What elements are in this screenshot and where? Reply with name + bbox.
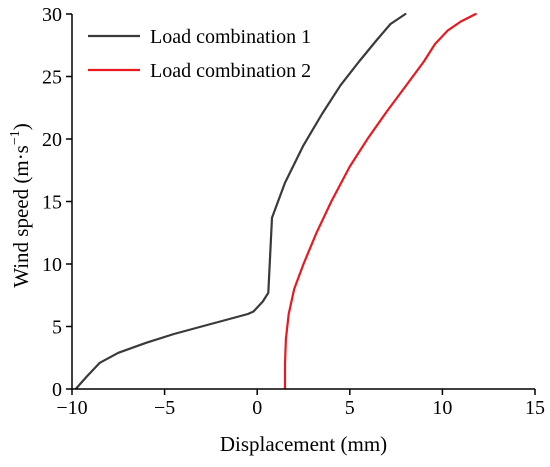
plot-area bbox=[74, 13, 477, 389]
axes: −10 −5 0 5 10 15 0 5 10 15 20 25 30 bbox=[42, 4, 545, 419]
x-axis-title: Displacement (mm) bbox=[220, 432, 387, 456]
y-axis-title: Wind speed (m·s−1) bbox=[8, 123, 33, 288]
series-line-2 bbox=[283, 13, 477, 389]
x-tick-label: −5 bbox=[154, 397, 175, 419]
x-tick-label: 5 bbox=[345, 397, 355, 419]
legend-label-1: Load combination 1 bbox=[150, 26, 311, 48]
y-tick-label: 10 bbox=[42, 254, 62, 276]
y-axis-title-close: ) bbox=[9, 123, 33, 130]
x-tick-label: −10 bbox=[56, 397, 87, 419]
x-tick-label: 10 bbox=[432, 397, 452, 419]
y-tick-label: 0 bbox=[52, 379, 62, 401]
y-axis-title-superscript: −1 bbox=[8, 130, 23, 145]
series-line-1 bbox=[74, 13, 407, 389]
legend: Load combination 1 Load combination 2 bbox=[88, 26, 311, 82]
y-tick-label: 15 bbox=[42, 192, 62, 214]
y-tick-label: 25 bbox=[42, 67, 62, 89]
x-tick-label: 15 bbox=[525, 397, 545, 419]
y-axis-title-main: Wind speed (m·s bbox=[9, 145, 33, 288]
legend-label-2: Load combination 2 bbox=[150, 60, 311, 82]
y-tick-label: 20 bbox=[42, 129, 62, 151]
x-tick-label: 0 bbox=[252, 397, 262, 419]
y-tick-label: 5 bbox=[52, 317, 62, 339]
y-tick-label: 30 bbox=[42, 4, 62, 26]
